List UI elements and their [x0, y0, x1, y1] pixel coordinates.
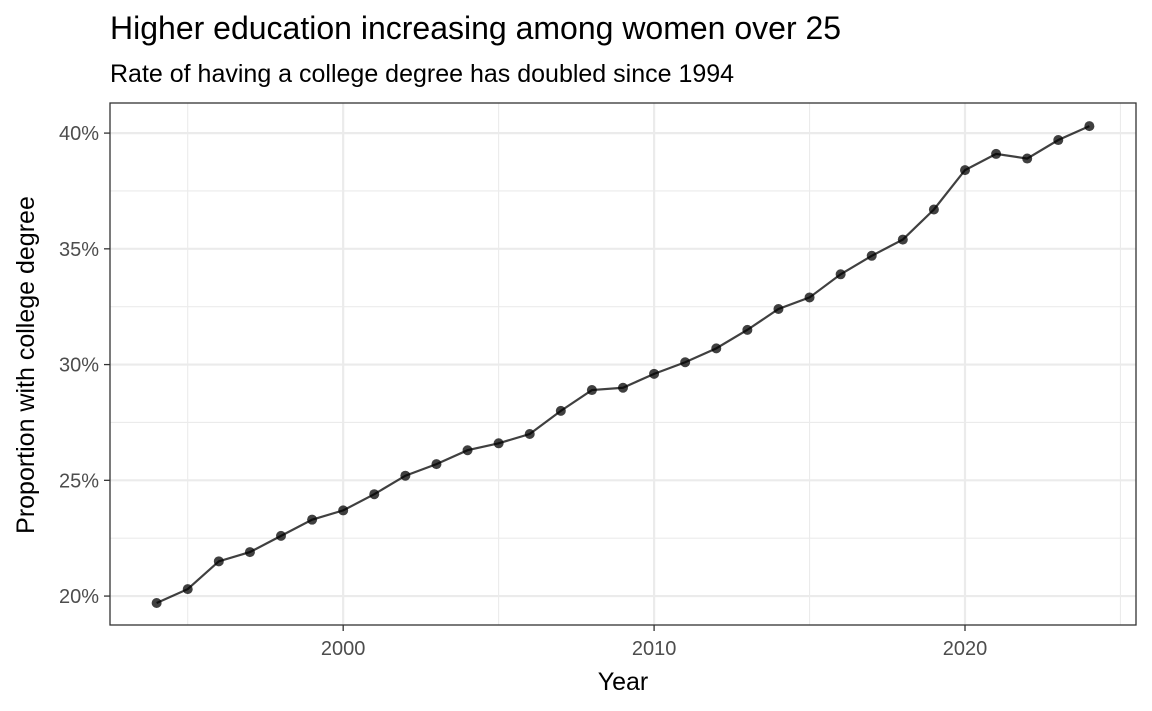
data-point — [276, 530, 286, 541]
data-point — [182, 584, 193, 595]
x-tick-label: 2020 — [943, 638, 988, 660]
data-point — [524, 429, 535, 440]
data-point — [1022, 153, 1033, 164]
data-point — [1053, 135, 1064, 146]
x-axis: 2000 2010 2020 — [321, 625, 987, 660]
data-point — [991, 148, 1002, 159]
data-point — [928, 204, 939, 215]
chart-subtitle: Rate of having a college degree has doub… — [110, 60, 734, 88]
y-axis: 20% 25% 30% 35% 40% — [59, 123, 110, 608]
y-tick-label: 35% — [59, 239, 99, 261]
y-tick-label: 40% — [59, 123, 99, 145]
data-point — [773, 304, 784, 315]
y-tick-label: 20% — [59, 586, 99, 608]
data-point — [307, 514, 318, 525]
y-axis-title: Proportion with college degree — [12, 196, 40, 534]
data-point — [431, 459, 442, 470]
data-point — [400, 470, 411, 481]
data-point — [960, 165, 970, 176]
data-point — [897, 234, 908, 245]
data-series — [151, 121, 1095, 609]
data-point — [835, 269, 846, 280]
major-gridlines — [110, 103, 1136, 625]
data-point — [493, 438, 504, 449]
y-tick-label: 25% — [59, 470, 99, 492]
data-point — [618, 382, 628, 393]
data-point — [462, 445, 473, 456]
data-point — [742, 324, 753, 335]
data-point — [649, 368, 660, 379]
data-point — [244, 547, 255, 558]
data-point — [680, 357, 691, 368]
data-point — [866, 250, 877, 261]
x-tick-label: 2000 — [321, 638, 366, 660]
data-point — [804, 292, 815, 303]
x-tick-label: 2010 — [632, 638, 677, 660]
data-point — [1084, 121, 1095, 132]
data-point — [338, 505, 349, 516]
chart-title: Higher education increasing among women … — [110, 10, 841, 46]
data-point — [586, 385, 597, 396]
data-point — [151, 598, 162, 609]
data-point — [369, 489, 380, 500]
data-point — [213, 556, 224, 567]
data-point — [711, 343, 722, 354]
x-axis-title: Year — [598, 668, 649, 696]
data-point — [555, 405, 566, 416]
y-tick-label: 30% — [59, 355, 99, 377]
